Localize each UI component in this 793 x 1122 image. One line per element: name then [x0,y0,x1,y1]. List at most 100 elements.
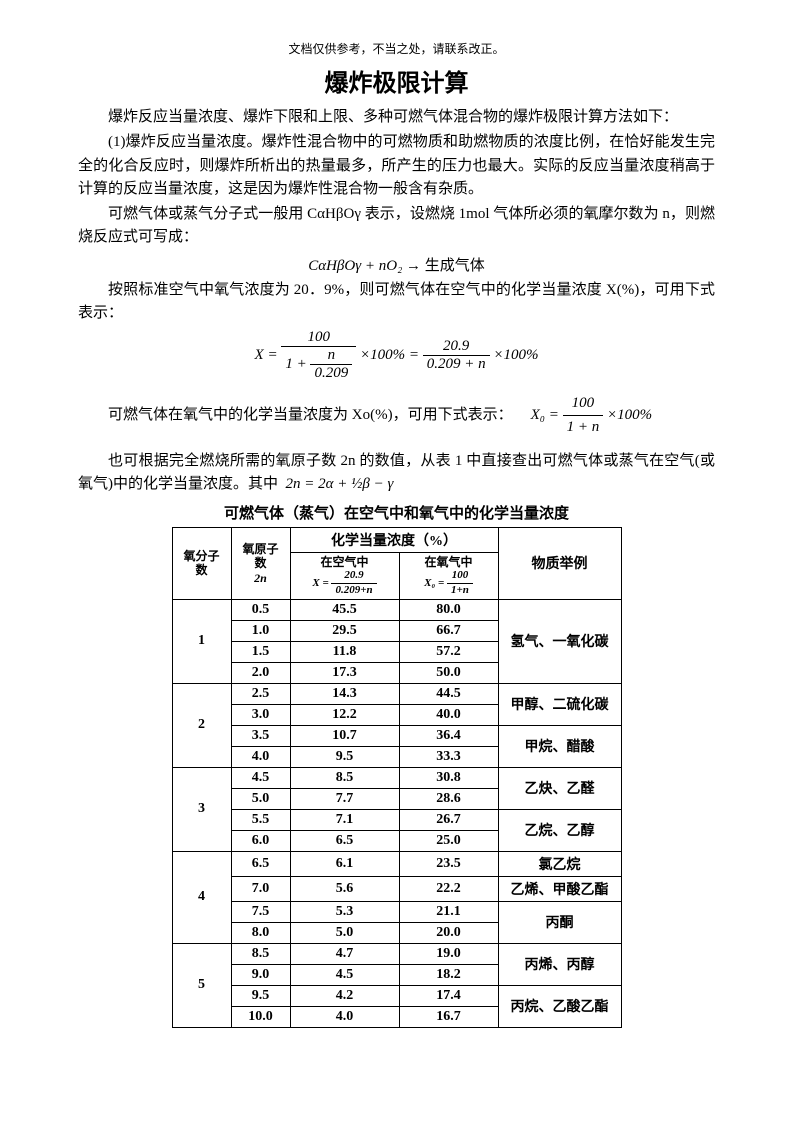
hdr-in-air-l1: 在空气中 [320,555,368,569]
cell-example: 甲醇、二硫化碳 [498,683,621,725]
cell-example: 氢气、一氧化碳 [498,599,621,683]
cell-o2: 23.5 [399,851,498,876]
cell-o2-mol: 2 [172,683,231,767]
cell-air: 17.3 [290,662,399,683]
cell-air: 7.7 [290,788,399,809]
cell-2n: 3.0 [231,704,290,725]
cell-o2: 28.6 [399,788,498,809]
cell-2n: 0.5 [231,599,290,620]
eqx-frac1: 100 1 + n 0.209 [281,329,356,382]
cell-o2-mol: 5 [172,943,231,1027]
hdr-o-atom-l2: 2n [254,571,267,585]
hdr-in-o2-l1: 在氧气中 [424,555,472,569]
cell-air: 6.5 [290,830,399,851]
eqx-f2-num: 20.9 [423,338,490,355]
para-air-conc: 按照标准空气中氧气浓度为 20．9%，则可燃气体在空气中的化学当量浓度 X(%)… [78,279,715,326]
cell-example: 甲烷、醋酸 [498,725,621,767]
cell-o2: 20.0 [399,922,498,943]
table-row: 22.514.344.5甲醇、二硫化碳 [172,683,621,704]
cell-o2: 22.2 [399,876,498,901]
cell-example: 丙烷、乙酸乙酯 [498,985,621,1027]
cell-air: 4.2 [290,985,399,1006]
cell-2n: 9.0 [231,964,290,985]
cell-o2: 80.0 [399,599,498,620]
cell-example: 氯乙烷 [498,851,621,876]
hdr-in-air: 在空气中 X = 20.90.209+n [290,553,399,600]
eq-rhs: 生成气体 [425,258,485,274]
page-title: 爆炸极限计算 [78,63,715,98]
cell-air: 10.7 [290,725,399,746]
page: 文档仅供参考，不当之处，请联系改正。 爆炸极限计算 爆炸反应当量浓度、爆炸下限和… [0,0,793,1122]
para-o2-conc: 可燃气体在氧气中的化学当量浓度为 Xo(%)，可用下式表示： [78,404,513,427]
cell-2n: 3.5 [231,725,290,746]
cell-o2: 33.3 [399,746,498,767]
table-row: 9.54.217.4丙烷、乙酸乙酯 [172,985,621,1006]
eqx-f1-num: 100 [281,329,356,346]
eqx-lhs: X = [255,347,278,363]
eqx-tail: ×100% [493,347,538,363]
cell-2n: 1.0 [231,620,290,641]
para-lookup: 也可根据完全燃烧所需的氧原子数 2n 的数值，从表 1 中直接查出可燃气体或蒸气… [78,450,715,497]
hdr-o2-mol: 氧分子数 [172,528,231,600]
cell-air: 8.5 [290,767,399,788]
cell-air: 4.7 [290,943,399,964]
cell-2n: 1.5 [231,641,290,662]
eqx-f1-itop: n [310,347,352,364]
eqx-f1-den: 1 + n 0.209 [281,346,356,382]
cell-example: 乙烯、甲酸乙酯 [498,876,621,901]
hdr-in-o2: 在氧气中 X₀ = 1001+n [399,553,498,600]
table-row: 46.56.123.5氯乙烷 [172,851,621,876]
eqx0-lhs: X₀ = [531,407,559,423]
cell-air: 9.5 [290,746,399,767]
cell-air: 6.1 [290,851,399,876]
cell-2n: 7.5 [231,901,290,922]
eqx-f1-den-lead: 1 + [285,356,306,372]
table-body: 10.545.580.0氢气、一氧化碳1.029.566.71.511.857.… [172,599,621,1027]
cell-air: 7.1 [290,809,399,830]
cell-air: 5.3 [290,901,399,922]
cell-2n: 7.0 [231,876,290,901]
equation-x0: X₀ = 100 1 + n ×100% [531,392,653,440]
eqx0-num: 100 [563,392,604,415]
eqx-f1-ibot: 0.209 [310,364,352,382]
cell-o2: 36.4 [399,725,498,746]
cell-o2: 19.0 [399,943,498,964]
eqx0-den: 1 + n [563,415,604,439]
cell-2n: 5.5 [231,809,290,830]
hdr-o-atom: 氧原子数 2n [231,528,290,600]
cell-o2: 17.4 [399,985,498,1006]
table-title: 可燃气体（蒸气）在空气中和氧气中的化学当量浓度 [78,502,715,523]
cell-example: 乙炔、乙醛 [498,767,621,809]
cell-air: 5.0 [290,922,399,943]
eqx-frac2: 20.9 0.209 + n [423,338,490,373]
table-row: 58.54.719.0丙烯、丙醇 [172,943,621,964]
cell-example: 乙烷、乙醇 [498,809,621,851]
hdr-chem-conc: 化学当量浓度（%） [290,528,498,553]
eqx0-tail: ×100% [607,407,652,423]
para-lookup-text: 也可根据完全燃烧所需的氧原子数 2n 的数值，从表 1 中直接查出可燃气体或蒸气… [78,453,715,492]
cell-o2: 21.1 [399,901,498,922]
cell-2n: 6.5 [231,851,290,876]
cell-2n: 8.0 [231,922,290,943]
cell-air: 12.2 [290,704,399,725]
cell-2n: 2.0 [231,662,290,683]
table-row: 7.55.321.1丙酮 [172,901,621,922]
eqx-mul: ×100% = [360,347,419,363]
cell-o2: 16.7 [399,1006,498,1027]
table-row: 10.545.580.0氢气、一氧化碳 [172,599,621,620]
equation-x: X = 100 1 + n 0.209 ×100% = 20.9 0.209 +… [78,329,715,382]
table-row: 3.510.736.4甲烷、醋酸 [172,725,621,746]
cell-o2-mol: 1 [172,599,231,683]
table-row: 5.57.126.7乙烷、乙醇 [172,809,621,830]
para-1: (1)爆炸反应当量浓度。爆炸性混合物中的可燃物质和助燃物质的浓度比例，在恰好能发… [78,131,715,201]
hdr-examples: 物质举例 [498,528,621,600]
table-head: 氧分子数 氧原子数 2n 化学当量浓度（%） 物质举例 在空气中 X = 20.… [172,528,621,600]
table-row: 7.05.622.2乙烯、甲酸乙酯 [172,876,621,901]
cell-2n: 4.0 [231,746,290,767]
cell-o2: 57.2 [399,641,498,662]
cell-air: 14.3 [290,683,399,704]
equation-combustion: CαHβOγ + nO₂ → 生成气体 [78,254,715,275]
para-o2-conc-row: 可燃气体在氧气中的化学当量浓度为 Xo(%)，可用下式表示： X₀ = 100 … [78,388,715,444]
cell-2n: 9.5 [231,985,290,1006]
eqx-f2-den: 0.209 + n [423,355,490,373]
